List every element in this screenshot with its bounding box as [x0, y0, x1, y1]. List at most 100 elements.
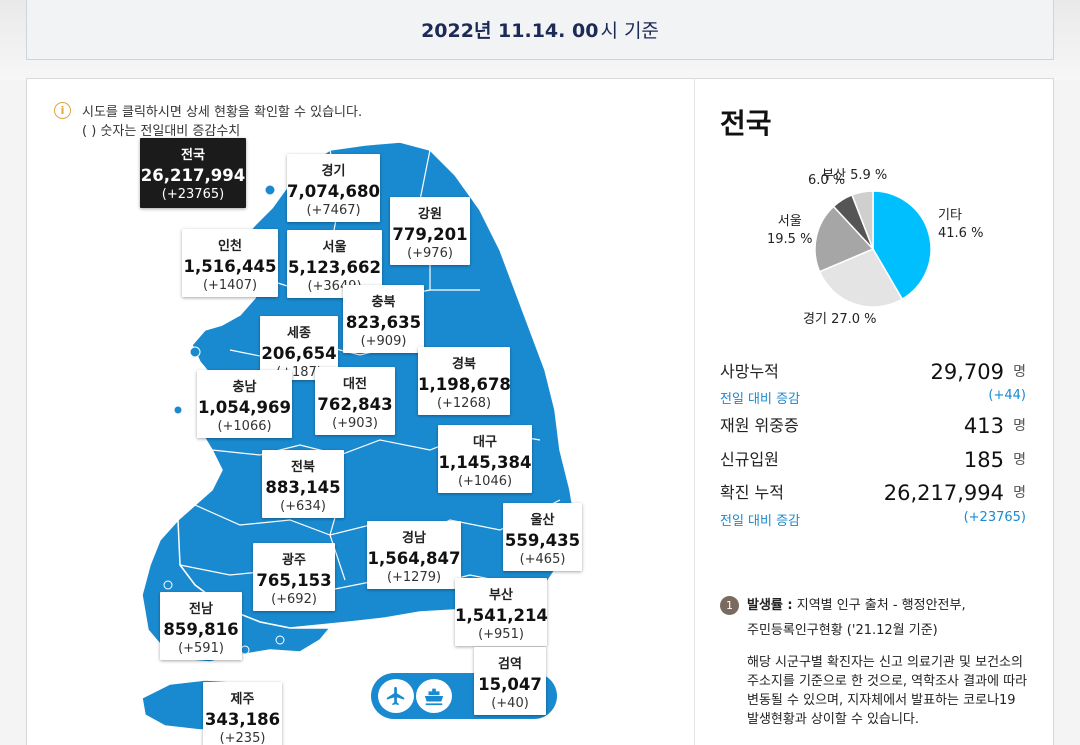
region-gyeonggi[interactable]: 경기 7,074,680 (+7467) — [287, 154, 380, 222]
region-delta: (+1279) — [386, 570, 442, 585]
border-line-5 — [179, 564, 521, 591]
region-total: 1,516,445 — [183, 257, 277, 276]
region-delta: (+692) — [271, 592, 317, 607]
pie-slice-name: 부산 — [822, 168, 846, 183]
region-total: 779,201 — [392, 225, 468, 244]
region-share-pie-chart — [814, 190, 932, 308]
region-chungnam[interactable]: 충남 1,054,969 (+1066) — [197, 370, 292, 438]
rate-note: 발생률 : 지역별 인구 출처 - 행정안전부, — [747, 597, 966, 615]
region-chungbuk[interactable]: 충북 823,635 (+909) — [343, 285, 424, 353]
region-total: 883,145 — [265, 478, 341, 497]
pie-label-gyeonggi: 경기 27.0 % — [803, 311, 877, 329]
region-total: 5,123,662 — [288, 258, 381, 277]
stat-unit: 명 — [1013, 485, 1026, 501]
region-gangwon[interactable]: 강원 779,201 (+976) — [390, 197, 470, 265]
region-name: 부산 — [489, 588, 513, 603]
date-bold: 2022년 11.14. 00 — [421, 20, 599, 42]
ship-icon-svg — [424, 688, 444, 706]
ship-icon — [414, 677, 454, 715]
region-total: 762,843 — [317, 395, 393, 414]
island-6 — [275, 635, 285, 645]
region-incheon[interactable]: 인천 1,516,445 (+1407) — [182, 229, 278, 297]
rate-line2: 주민등록인구현황 ('21.12월 기준) — [747, 623, 938, 638]
region-jeonnam[interactable]: 전남 859,816 (+591) — [160, 592, 242, 660]
region-total: 15,047 — [478, 675, 542, 694]
region-delta: (+909) — [360, 334, 407, 349]
region-delta: (+976) — [407, 246, 453, 261]
pie-slice-value: 27.0 % — [831, 312, 877, 327]
region-name: 인천 — [218, 239, 242, 254]
region-delta: (+1066) — [217, 419, 272, 434]
region-name: 세종 — [287, 326, 311, 341]
pie-label-etc: 기타 41.6 % — [938, 207, 983, 243]
pie-label-unnamed: 6.0 % — [808, 172, 845, 190]
region-name: 강원 — [418, 207, 442, 222]
region-quarantine[interactable]: 검역 15,047 (+40) — [474, 647, 546, 715]
region-ulsan[interactable]: 울산 559,435 (+465) — [503, 503, 582, 571]
stat-label: 사망누적 — [720, 362, 779, 381]
pie-slice-seoul — [814, 205, 875, 273]
region-delta: (+1407) — [202, 278, 258, 293]
stat-unit: 명 — [1013, 418, 1026, 434]
note-para-1: 해당 시군구별 확진자는 신고 의료기관 및 보건소의 — [747, 655, 1023, 670]
region-gyeongbuk[interactable]: 경북 1,198,678 (+1268) — [418, 347, 511, 415]
region-daegu[interactable]: 대구 1,145,384 (+1046) — [438, 425, 532, 493]
airplane-icon-svg — [386, 686, 405, 706]
region-total: 7,074,680 — [287, 182, 380, 201]
region-busan[interactable]: 부산 1,541,214 (+951) — [455, 578, 548, 646]
region-total: 1,541,214 — [455, 606, 548, 625]
date-suffix: 시 기준 — [600, 20, 659, 42]
note-para-2: 주소지를 기준으로 한 것으로, 역학조사 결과에 따라 — [747, 674, 1028, 689]
region-total: 765,153 — [256, 571, 332, 590]
region-jeonbuk[interactable]: 전북 883,145 (+634) — [262, 450, 344, 518]
region-total: 1,054,969 — [198, 398, 291, 417]
stat-value: 29,709 — [930, 360, 1004, 384]
region-delta: (+591) — [178, 641, 224, 656]
stat-label: 신규입원 — [720, 450, 779, 469]
region-name: 전북 — [291, 460, 315, 475]
death-delta-value: (+44) — [988, 388, 1026, 403]
rate-title: 발생률 : — [747, 598, 793, 613]
pie-label-busan: 부산 5.9 % — [822, 167, 887, 185]
info-icon: i — [54, 102, 71, 119]
region-delta: (+465) — [519, 552, 566, 567]
stat-value: 185 — [963, 448, 1004, 472]
region-seoul[interactable]: 서울 5,123,662 (+3649) — [287, 230, 382, 298]
region-total: 343,186 — [204, 710, 281, 729]
island-2 — [173, 405, 183, 415]
date-bar: 2022년 11.14. 00 시 기준 — [26, 0, 1054, 60]
stat-confirmed: 확진 누적 26,217,994 명 — [720, 479, 1026, 505]
region-total: 26,217,994 — [140, 166, 246, 185]
island-1 — [189, 346, 201, 358]
region-daejeon[interactable]: 대전 762,843 (+903) — [315, 367, 395, 435]
info-note: ( ) 숫자는 전일대비 증감수치 — [82, 124, 241, 139]
pie-slice-value: 6.0 % — [808, 173, 846, 188]
confirmed-delta-label: 전일 대비 증감 — [720, 514, 801, 529]
panel-divider — [694, 78, 695, 745]
rate-line1: 지역별 인구 출처 - 행정안전부, — [792, 598, 966, 613]
stat-value: 26,217,994 — [883, 481, 1004, 505]
region-gyeongnam[interactable]: 경남 1,564,847 (+1279) — [367, 521, 461, 589]
stat-unit: 명 — [1013, 364, 1026, 380]
pie-slice-name: 경기 — [803, 312, 827, 327]
note-para-3: 변동될 수 있으며, 지자체에서 발표하는 코로나19 — [747, 693, 1016, 708]
confirmed-delta-row: 전일 대비 증감 (+23765) — [720, 510, 1026, 529]
stat-critical: 재원 위중증 413 명 — [720, 412, 1026, 438]
region-total: 1,564,847 — [367, 549, 461, 568]
region-name: 대구 — [473, 435, 497, 450]
region-total: 1,145,384 — [438, 453, 532, 472]
summary-title: 전국 — [720, 107, 772, 140]
stat-value: 413 — [963, 414, 1004, 438]
region-name: 검역 — [498, 657, 522, 672]
region-gwangju[interactable]: 광주 765,153 (+692) — [253, 543, 335, 611]
region-total: 206,654 — [261, 344, 337, 363]
island-3 — [163, 580, 173, 590]
region-nation[interactable]: 전국 26,217,994 (+23765) — [140, 138, 246, 208]
stat-label: 확진 누적 — [720, 483, 784, 502]
region-delta: (+23765) — [161, 187, 225, 202]
region-name: 경남 — [402, 531, 426, 546]
region-jeju[interactable]: 제주 343,186 (+235) — [203, 682, 282, 745]
pie-slice-value: 41.6 % — [938, 226, 984, 241]
region-name: 제주 — [230, 692, 255, 707]
region-total: 1,198,678 — [418, 375, 511, 394]
